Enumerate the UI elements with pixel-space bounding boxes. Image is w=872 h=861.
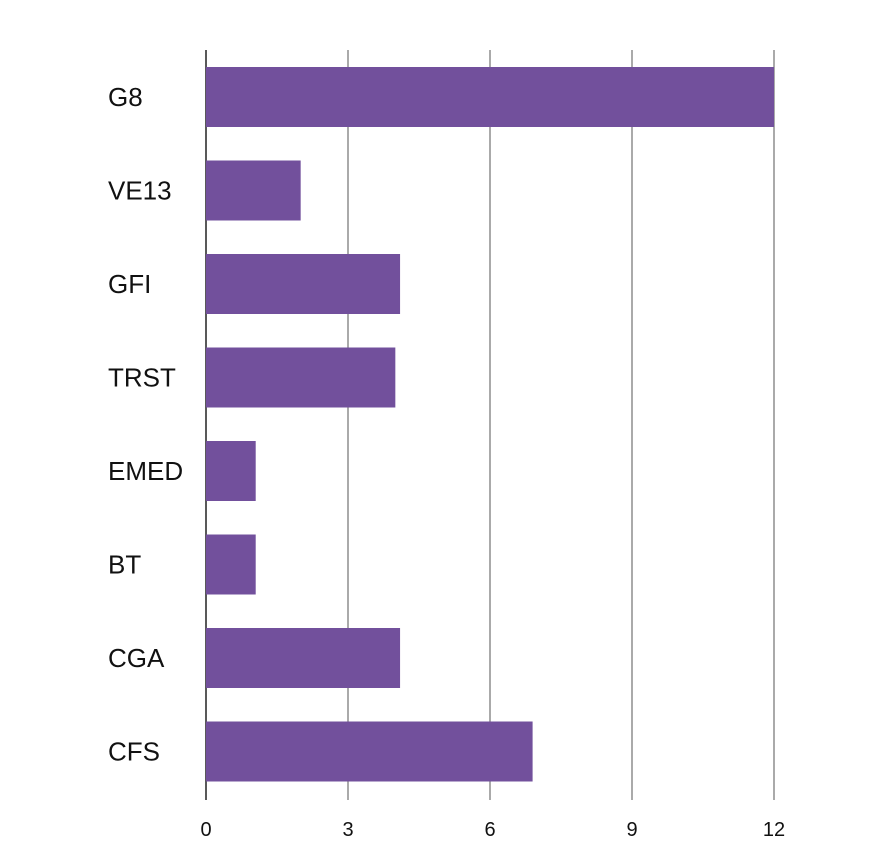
bar-gfi bbox=[206, 254, 401, 314]
x-tick-label-12: 12 bbox=[763, 819, 785, 841]
bar-cga bbox=[206, 628, 401, 688]
x-tick-label-0: 0 bbox=[200, 819, 211, 841]
bar-trst bbox=[206, 347, 396, 408]
category-label-bt: BT bbox=[108, 550, 141, 580]
category-label-trst: TRST bbox=[108, 363, 176, 393]
x-tick-label-6: 6 bbox=[484, 819, 495, 841]
bar-g8 bbox=[206, 67, 774, 127]
category-labels: G8 VE13 GFI TRST EMED BT CGA CFS bbox=[108, 82, 183, 767]
category-label-gfi: GFI bbox=[108, 269, 151, 299]
bars bbox=[206, 67, 774, 782]
x-tick-labels: 0 3 6 9 12 bbox=[200, 819, 785, 841]
category-label-g8: G8 bbox=[108, 82, 143, 112]
category-label-cga: CGA bbox=[108, 643, 165, 673]
bar-ve13 bbox=[206, 160, 301, 221]
x-tick-label-9: 9 bbox=[626, 819, 637, 841]
x-tick-label-3: 3 bbox=[342, 819, 353, 841]
category-label-cfs: CFS bbox=[108, 737, 160, 767]
category-label-emed: EMED bbox=[108, 456, 183, 486]
category-label-ve13: VE13 bbox=[108, 176, 172, 206]
bar-bt bbox=[206, 534, 256, 595]
bar-emed bbox=[206, 441, 256, 501]
bar-cfs bbox=[206, 721, 533, 782]
